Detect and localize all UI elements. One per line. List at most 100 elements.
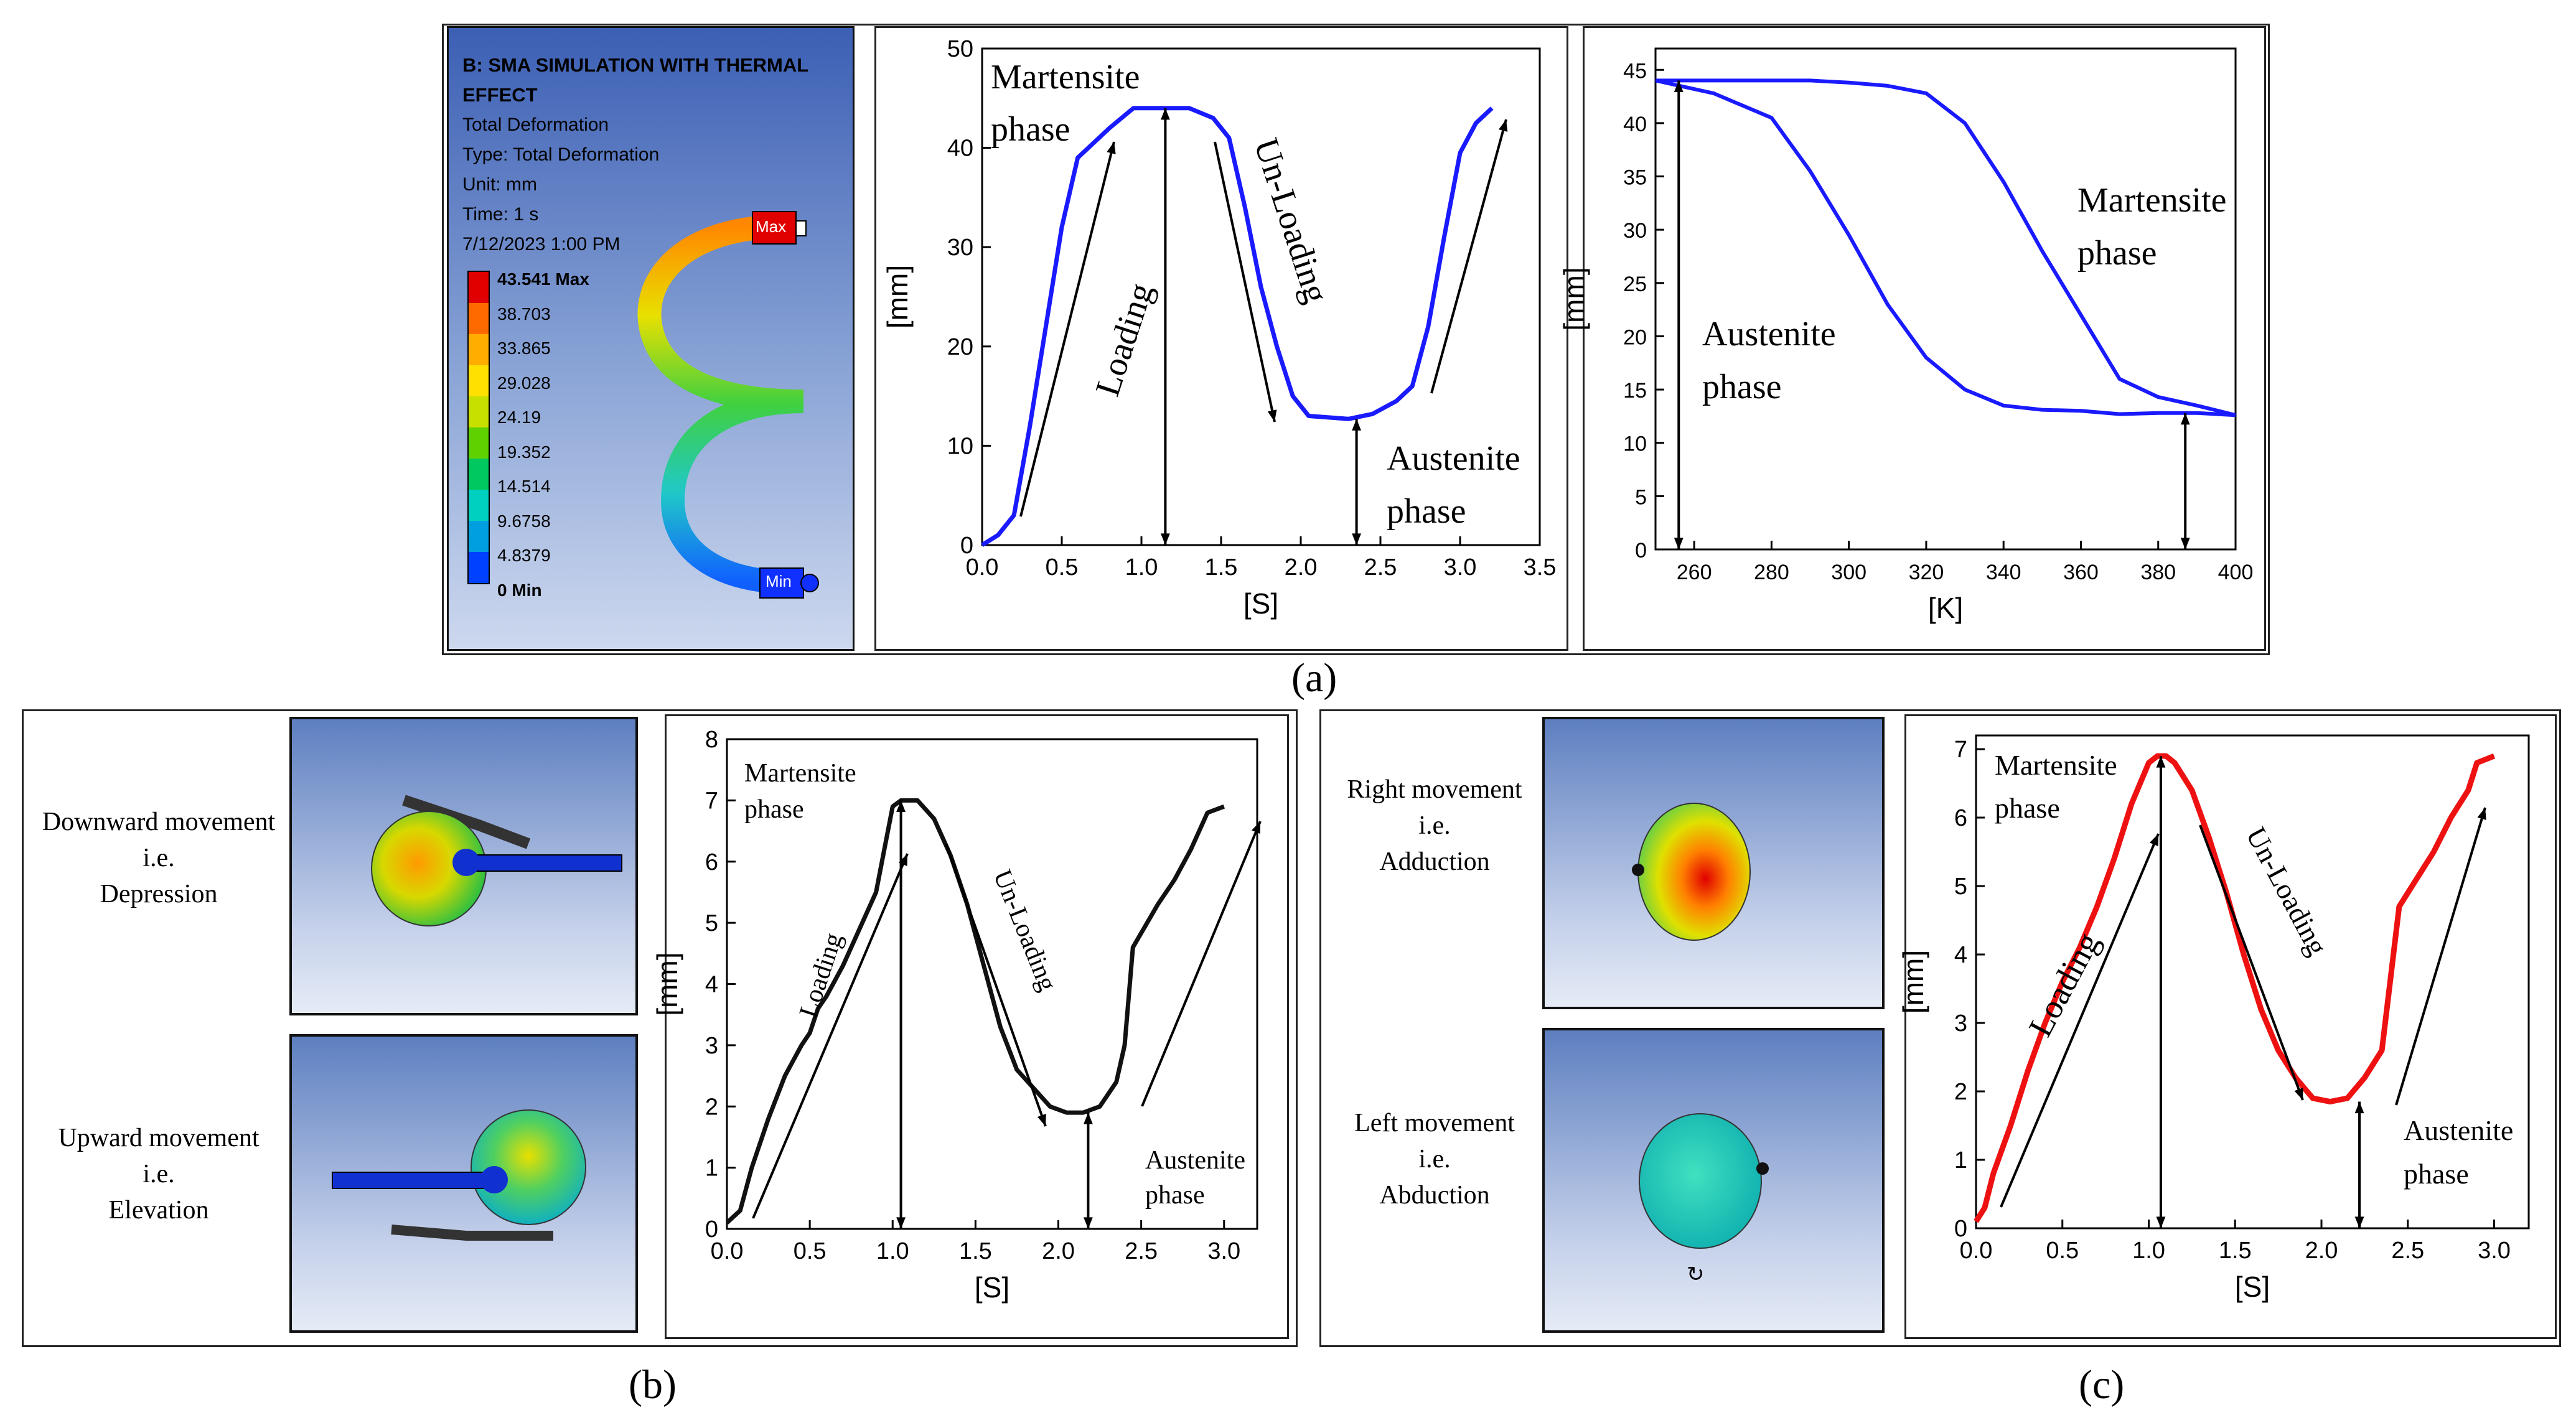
y-tick-label: 15 [1623,379,1647,403]
arrow-loading [1019,141,1115,517]
x-tick-label: 2.5 [2391,1238,2424,1264]
legend-value: 14.514 [497,477,551,496]
viewport-depression [289,717,638,1015]
legend-swatch [469,459,489,490]
ansys-line: Unit: mm [462,174,537,195]
arrow-left-head [1674,538,1684,549]
legend-value: 24.19 [497,408,541,427]
arrow-reload [1141,821,1262,1107]
legend-value: 0 Min [497,580,542,600]
caption-line: i.e. [1418,1145,1451,1174]
x-tick-label: 360 [2063,561,2099,584]
ansys-title: B: SMA SIMULATION WITH THERMAL EFFECT [462,54,808,106]
x-tick-label: 1.5 [1205,554,1238,581]
arrow-reload-head [1252,821,1260,834]
caption-b-top: Downward movement i.e. Depression [34,804,283,912]
arrow-loading-head [2149,834,2158,846]
shoulder-model-depression [371,795,622,926]
caption-line: Abduction [1379,1181,1490,1210]
annotation-phase: phase [991,110,1070,149]
y-tick-label: 5 [705,910,718,936]
annotation-phase: phase [1995,792,2060,824]
y-tick-label: 7 [705,788,718,814]
legend-swatch [469,427,489,459]
legend-swatch [469,490,489,521]
viewport-elevation [289,1034,638,1333]
annotation-austenite: Austenite [1387,439,1520,478]
caption-c-bottom: Left movement i.e. Abduction [1323,1105,1547,1213]
y-tick-label: 40 [1623,113,1647,136]
y-tick-label: 35 [1623,166,1647,190]
x-tick-label: 320 [1909,561,1944,584]
annotation-phase: phase [2077,234,2157,273]
x-tick-label: 0.5 [2046,1238,2079,1264]
series-line-cooling [1655,78,2236,418]
y-tick-label: 50 [947,36,973,62]
arrow-max-head [2156,1216,2166,1228]
ansys-view: B: SMA SIMULATION WITH THERMAL EFFECT To… [447,26,855,651]
series-line-series [981,106,1494,547]
min-tag: Min [766,572,792,590]
y-tick-label: 5 [1954,874,1967,900]
x-tick-label: 1.5 [2219,1238,2252,1264]
x-tick-label: 280 [1754,561,1789,584]
caption-line: Elevation [108,1196,209,1225]
annotation-phase: phase [1145,1181,1205,1210]
x-axis-label: [K] [1928,592,1963,624]
legend-swatch [469,334,489,365]
x-tick-label: 2.5 [1364,554,1397,581]
ansys-line: Type: Total Deformation [462,144,660,165]
arrow-min-head [1352,533,1362,545]
caption-line: Downward movement [42,808,276,836]
y-tick-label: 2 [1954,1079,1967,1105]
arrow-loading [752,853,909,1219]
x-tick-label: 3.0 [2478,1238,2511,1264]
arrow-max-head [896,1217,906,1229]
y-tick-label: 45 [1623,59,1647,83]
arrow-max-head [2156,756,2166,768]
legend-swatch [469,303,489,334]
x-tick-label: 3.5 [1524,554,1557,581]
arrow-min-head [1084,1113,1093,1124]
caption-line: i.e. [143,844,175,872]
y-axis-label: [mm] [651,952,683,1015]
y-tick-label: 3 [705,1033,718,1059]
y-tick-label: 40 [947,136,973,162]
annotation-martensite: Martensite [991,58,1140,96]
arrow-min-head [1084,1217,1093,1229]
ansys-line: 7/12/2023 1:00 PM [462,234,621,254]
y-tick-label: 0 [960,533,973,559]
x-tick-label: 1.0 [1125,554,1158,581]
y-tick-label: 5 [1635,485,1647,509]
x-tick-label: 0.0 [711,1238,744,1264]
arrow-unloading-head [1037,1114,1046,1126]
y-tick-label: 25 [1623,273,1647,296]
x-tick-label: 0.0 [966,554,999,581]
panel-label-b: (b) [629,1362,677,1407]
arrow-loading-head [1107,142,1116,154]
annotation-phase: phase [2404,1158,2469,1190]
legend-swatch [469,552,489,583]
arrow-reload-head [1498,119,1508,132]
y-tick-label: 4 [705,972,718,998]
rotate-icon: ↻ [1687,1262,1705,1287]
caption-line: Depression [100,880,218,908]
y-tick-label: 30 [1623,219,1647,243]
y-tick-label: 0 [1635,539,1647,562]
arrow-min-head [2354,1101,2364,1114]
arrow-min-head [2354,1216,2364,1228]
annotation-austenite: Austenite [2404,1114,2513,1146]
ansys-line: Time: 1 s [462,204,539,225]
legend-value: 9.6758 [497,511,551,531]
legend-value: 33.865 [497,338,551,358]
legend-value: 29.028 [497,373,551,393]
shoulder-model-abduction [1639,1113,1769,1249]
x-tick-label: 1.0 [876,1238,909,1264]
x-tick-label: 2.0 [2305,1238,2338,1264]
y-tick-label: 1 [705,1155,718,1182]
caption-line: Left movement [1354,1109,1515,1137]
legend-swatch [469,396,489,427]
